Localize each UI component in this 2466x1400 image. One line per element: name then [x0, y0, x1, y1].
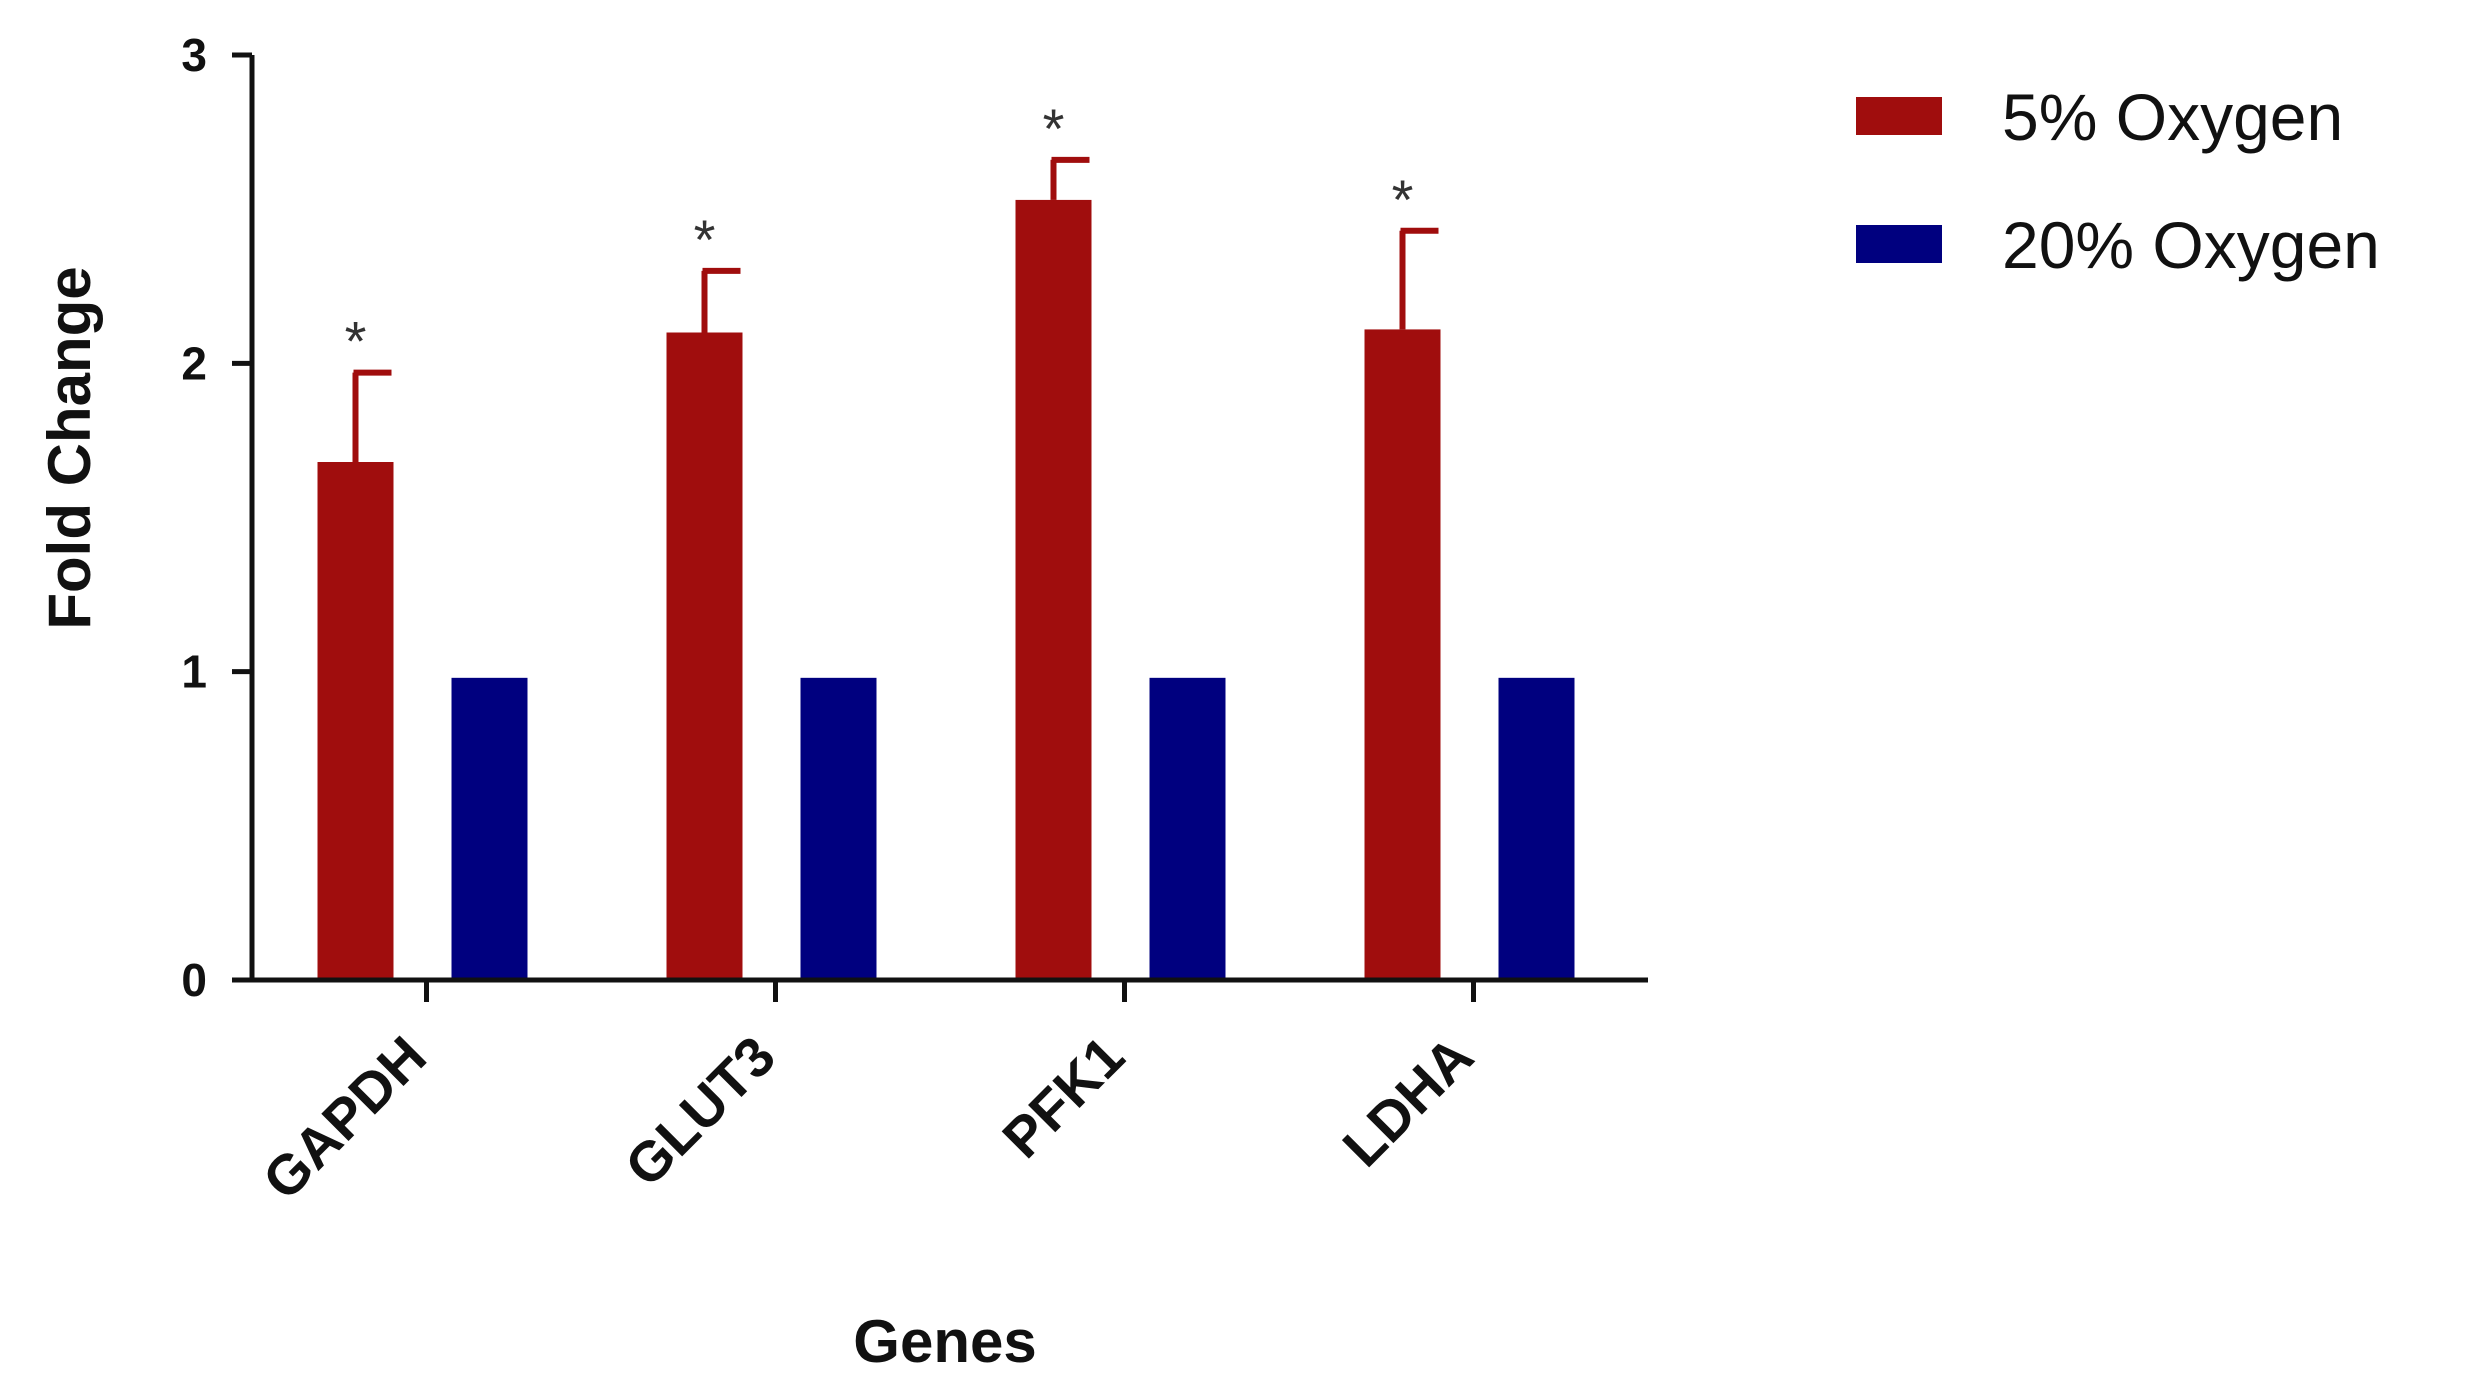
significance-marker: * [1392, 168, 1414, 231]
legend: 5% Oxygen 20% Oxygen [1856, 80, 2380, 282]
significance-marker: * [694, 208, 716, 271]
x-tick-label: GAPDH [250, 1024, 438, 1212]
bar [1498, 677, 1575, 980]
x-tick-label: LDHA [1330, 1024, 1485, 1179]
y-tick-label: 1 [181, 646, 207, 698]
bar [1149, 677, 1226, 980]
y-axis-title: Fold Change [36, 266, 103, 629]
legend-swatch-20pct [1856, 225, 1942, 263]
x-axis-title: Genes [853, 1308, 1036, 1375]
y-tick-label: 2 [181, 337, 207, 389]
axes-layer [249, 55, 1648, 983]
bar [1364, 329, 1441, 981]
x-tick-label: PFK1 [990, 1024, 1136, 1170]
bar [451, 677, 528, 980]
bar [1015, 199, 1092, 980]
x-ticks: GAPDH GLUT3 PFK1 LDHA [250, 980, 1485, 1211]
legend-label-5pct: 5% Oxygen [2002, 80, 2343, 154]
bars-layer: * * * * [317, 97, 1575, 981]
x-tick-label: GLUT3 [613, 1024, 787, 1198]
y-tick-label: 0 [181, 954, 207, 1006]
y-ticks: 0 1 2 3 [181, 29, 252, 1006]
legend-swatch-5pct [1856, 97, 1942, 135]
significance-marker: * [345, 310, 367, 373]
bar [317, 462, 394, 980]
significance-marker: * [1043, 97, 1065, 160]
bar [666, 332, 743, 980]
legend-label-20pct: 20% Oxygen [2002, 208, 2380, 282]
y-tick-label: 3 [181, 29, 207, 81]
bar [800, 677, 877, 980]
